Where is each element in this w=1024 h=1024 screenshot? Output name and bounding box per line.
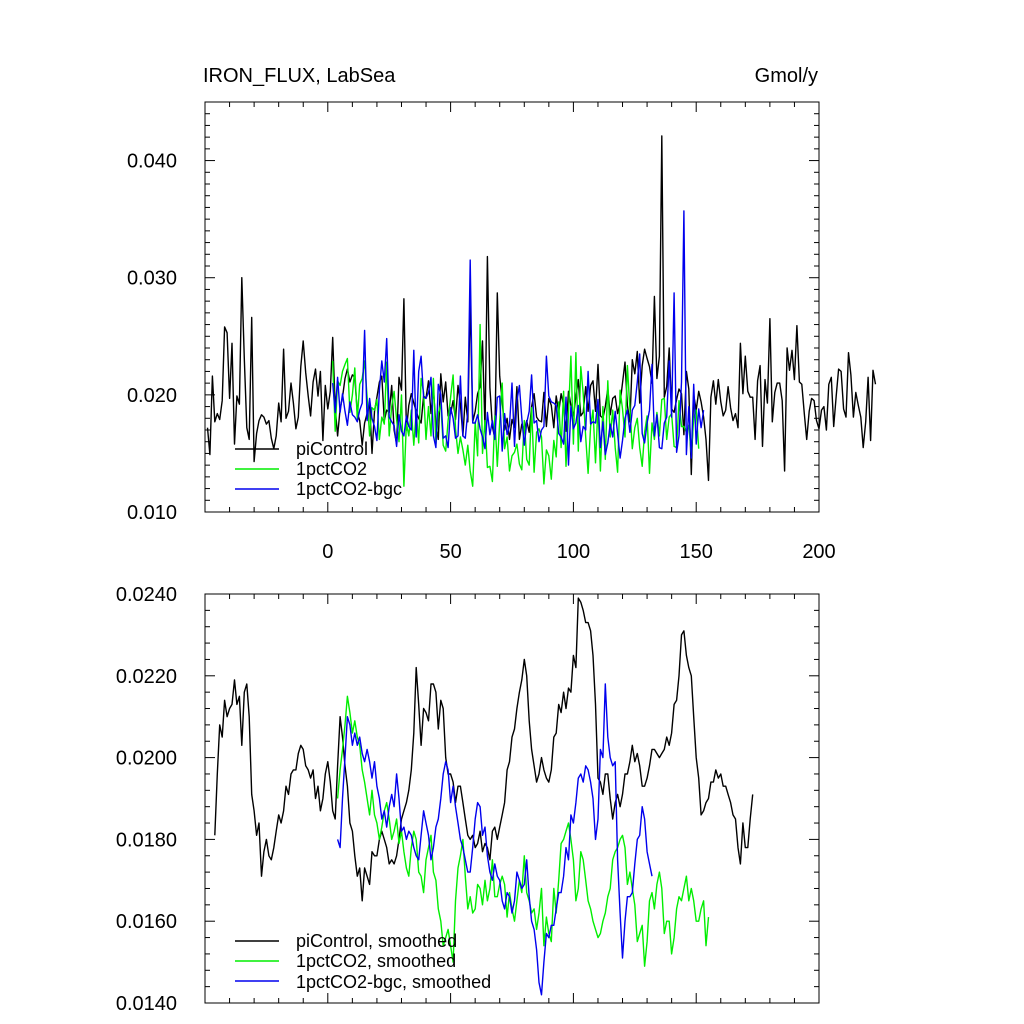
x-tick-label: 100 xyxy=(557,541,590,563)
top-series-line-picontrol xyxy=(206,135,877,482)
top-legend-label-1pctco2-bgc: 1pctCO2-bgc xyxy=(296,479,402,499)
bottom-legend-label-1pctco2-bgc: 1pctCO2-bgc, smoothed xyxy=(296,972,491,992)
top-series-line-1pctco2-bgc xyxy=(332,210,705,466)
x-tick-label: 150 xyxy=(680,541,713,563)
y-tick-label: 0.0140 xyxy=(116,993,177,1015)
y-tick-label: 0.020 xyxy=(127,385,177,407)
y-tick-label: 0.0160 xyxy=(116,911,177,933)
bottom-legend: piControl, smoothed 1pctCO2, smoothed 1p… xyxy=(235,931,491,992)
y-tick-label: 0.030 xyxy=(127,268,177,290)
y-tick-label: 0.0200 xyxy=(116,748,177,770)
x-tick-label: 0 xyxy=(322,541,333,563)
top-legend: piControl 1pctCO2 1pctCO2-bgc xyxy=(235,439,402,499)
bottom-series-line-picontrol-smoothed xyxy=(214,597,754,902)
top-legend-label-1pctco2: 1pctCO2 xyxy=(296,459,367,479)
x-tick-label: 200 xyxy=(802,541,835,563)
bottom-series-line-1pctco2-smoothed xyxy=(336,695,710,967)
top-plot-frame xyxy=(204,101,820,513)
top-legend-label-picontrol: piControl xyxy=(296,439,368,459)
top-panel: IRON_FLUX, LabSea Gmol/y 0.010 0.020 0.030… xyxy=(127,65,877,563)
y-tick-label: 0.0180 xyxy=(116,829,177,851)
x-tick-label: 50 xyxy=(439,541,461,563)
top-tick-labels: 0.010 0.020 0.030 0.040 0 50 100 150 200 xyxy=(127,151,836,563)
top-chart-title: IRON_FLUX, LabSea xyxy=(203,65,396,87)
y-tick-label: 0.0220 xyxy=(116,666,177,688)
bottom-plot-frame xyxy=(204,593,820,1004)
y-tick-label: 0.010 xyxy=(127,502,177,524)
bottom-legend-label-picontrol: piControl, smoothed xyxy=(296,931,457,951)
top-chart-units: Gmol/y xyxy=(755,65,818,87)
bottom-series-line-1pctco2-bgc-smoothed xyxy=(336,683,653,996)
top-series-line-1pctco2 xyxy=(332,323,700,487)
bottom-series-lines xyxy=(214,597,754,996)
bottom-legend-label-1pctco2: 1pctCO2, smoothed xyxy=(296,951,456,971)
y-tick-label: 0.040 xyxy=(127,151,177,173)
bottom-tick-labels: 0.0140 0.0160 0.0180 0.0200 0.0220 0.0240 xyxy=(116,584,177,1015)
y-tick-label: 0.0240 xyxy=(116,584,177,606)
top-series-lines xyxy=(206,135,877,487)
bottom-panel: 0.0140 0.0160 0.0180 0.0200 0.0220 0.0240 piC… xyxy=(116,584,820,1015)
